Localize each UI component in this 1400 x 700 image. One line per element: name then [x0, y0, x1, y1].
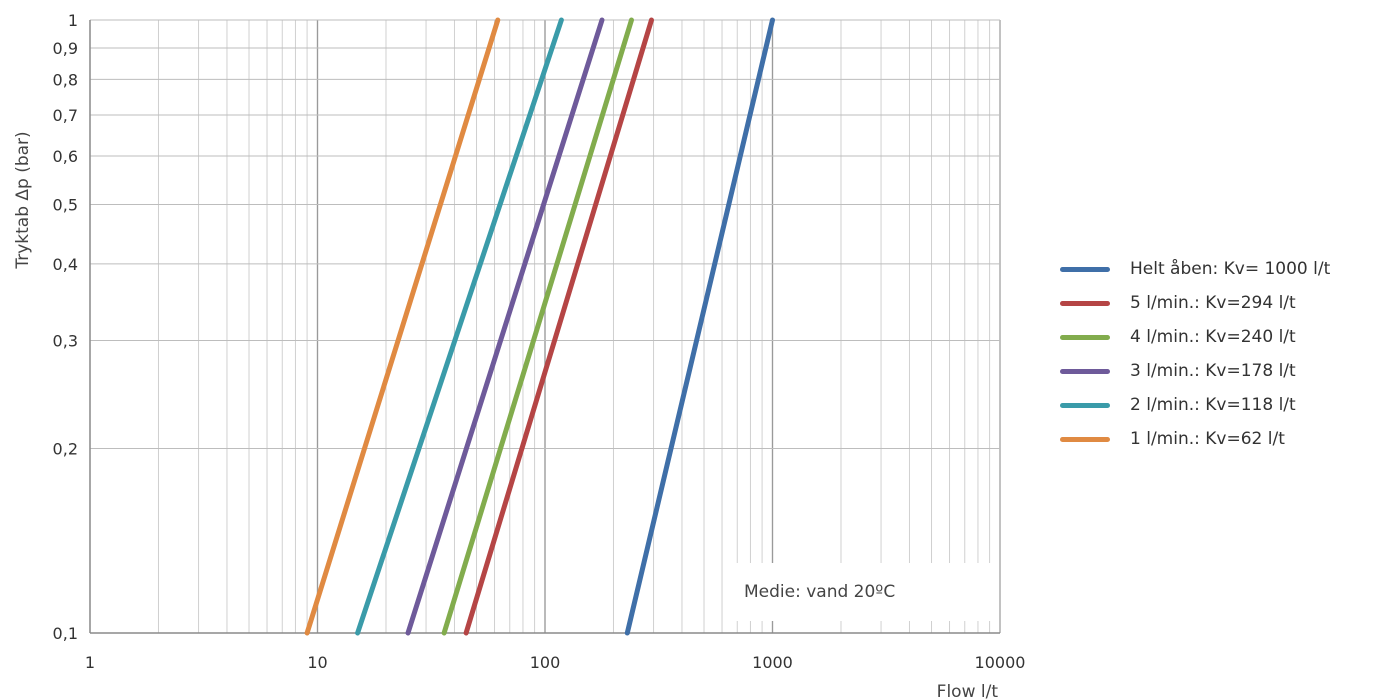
legend-item: 5 l/min.: Kv=294 l/t: [1060, 286, 1330, 320]
grid: [89, 19, 1001, 634]
series-line: [463, 17, 654, 636]
y-tick-label: 1: [68, 11, 78, 30]
legend-label: 1 l/min.: Kv=62 l/t: [1130, 429, 1285, 449]
series-line: [441, 17, 634, 636]
y-axis-label: Tryktab Δp (bar): [13, 131, 33, 269]
legend-item: 2 l/min.: Kv=118 l/t: [1060, 388, 1330, 422]
legend-swatch: [1060, 266, 1110, 272]
x-tick-label: 10000: [975, 653, 1026, 672]
legend-swatch: [1060, 436, 1110, 442]
legend-label: 2 l/min.: Kv=118 l/t: [1130, 395, 1296, 415]
legend-label: 4 l/min.: Kv=240 l/t: [1130, 327, 1296, 347]
legend: Helt åben: Kv= 1000 l/t 5 l/min.: Kv=294 …: [1060, 252, 1330, 456]
series-line: [624, 17, 775, 636]
legend-swatch: [1060, 368, 1110, 374]
tick-labels: 0,1 0,2 0,3 0,4 0,5 0,6 0,7 0,8 0,9 1 1 10 100 1000 10…: [53, 11, 1026, 672]
annotation-box: [728, 563, 998, 621]
y-tick-label: 0,7: [53, 106, 78, 125]
x-tick-label: 1: [85, 653, 95, 672]
legend-item: 3 l/min.: Kv=178 l/t: [1060, 354, 1330, 388]
annotation-text: Medie: vand 20ºC: [744, 582, 895, 602]
legend-swatch: [1060, 334, 1110, 340]
series-lines: [304, 17, 775, 636]
y-tick-label: 0,9: [53, 39, 78, 58]
x-tick-label: 10: [307, 653, 327, 672]
series-line: [355, 17, 564, 636]
legend-item: 1 l/min.: Kv=62 l/t: [1060, 422, 1330, 456]
y-tick-label: 0,2: [53, 439, 78, 458]
y-tick-label: 0,1: [53, 624, 78, 643]
legend-label: Helt åben: Kv= 1000 l/t: [1130, 259, 1331, 279]
legend-item: Helt åben: Kv= 1000 l/t: [1060, 252, 1330, 286]
legend-swatch: [1060, 300, 1110, 306]
series-line: [405, 17, 605, 636]
legend-swatch: [1060, 402, 1110, 408]
legend-label: 5 l/min.: Kv=294 l/t: [1130, 293, 1296, 313]
y-tick-label: 0,3: [53, 332, 78, 351]
legend-label: 3 l/min.: Kv=178 l/t: [1130, 361, 1296, 381]
y-tick-label: 0,8: [53, 70, 78, 89]
x-tick-label: 1000: [752, 653, 793, 672]
y-tick-label: 0,5: [53, 196, 78, 215]
series-line: [304, 17, 501, 636]
x-axis-label: Flow l/t: [937, 682, 999, 700]
y-tick-label: 0,4: [53, 255, 78, 274]
y-tick-label: 0,6: [53, 147, 78, 166]
x-tick-label: 100: [530, 653, 561, 672]
legend-item: 4 l/min.: Kv=240 l/t: [1060, 320, 1330, 354]
